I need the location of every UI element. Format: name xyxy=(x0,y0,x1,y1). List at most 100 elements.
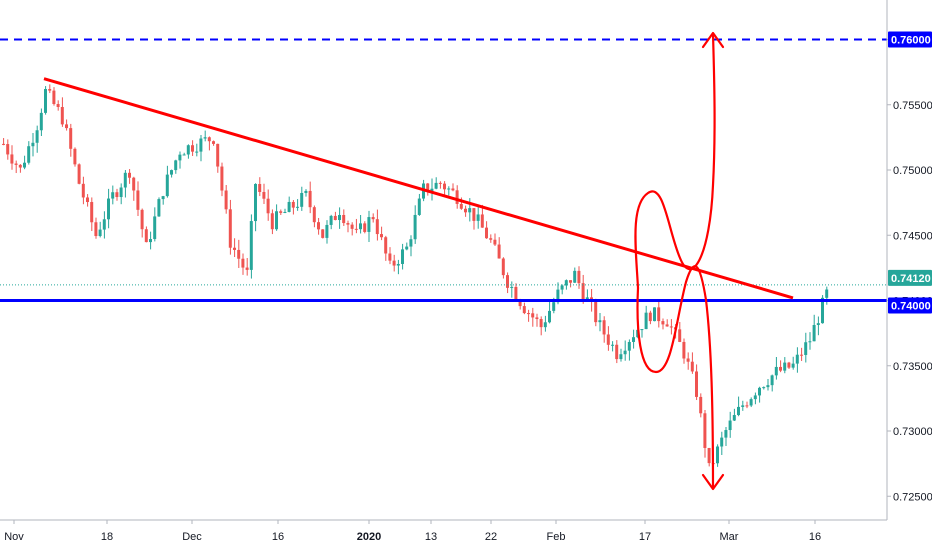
x-tick-label: Mar xyxy=(720,531,739,543)
candle xyxy=(283,208,287,214)
candle xyxy=(787,361,791,369)
candle xyxy=(485,221,488,239)
x-tick-label: Nov xyxy=(4,531,24,543)
svg-text:0.74000: 0.74000 xyxy=(891,301,931,313)
candle xyxy=(762,386,766,390)
candle xyxy=(275,204,278,231)
candle xyxy=(539,316,543,336)
y-axis[interactable]: 0.76000 0.75500 0.75000 0.74500 0.74000 0.735… xyxy=(886,0,932,520)
candle xyxy=(695,364,698,401)
x-axis[interactable]: Nov 18 Dec 16 2020 13 22 Feb 17 Mar 16 xyxy=(0,519,887,543)
candle xyxy=(413,205,417,244)
y-tick-label: 0.73000 xyxy=(893,426,932,438)
candle xyxy=(426,182,430,196)
candle xyxy=(737,396,740,417)
annotation-down-arrowhead xyxy=(701,473,725,491)
candlestick-series xyxy=(2,84,829,474)
candle xyxy=(527,309,530,322)
candle xyxy=(65,119,68,131)
candle xyxy=(23,155,26,170)
candle xyxy=(430,178,434,201)
candle xyxy=(287,196,291,213)
candle xyxy=(241,253,245,275)
current-price-tag: 0.74120 xyxy=(888,269,932,286)
candle xyxy=(220,162,224,197)
support-price-tag: 0.74000 xyxy=(888,297,932,314)
candle xyxy=(728,411,732,438)
candle xyxy=(39,108,43,137)
candle xyxy=(350,222,354,236)
candle xyxy=(266,189,270,221)
candle xyxy=(791,356,795,370)
candle xyxy=(149,231,152,250)
candle xyxy=(808,332,812,350)
candle xyxy=(388,247,392,265)
trendline-group xyxy=(43,77,794,300)
candle xyxy=(27,141,31,165)
candle xyxy=(480,204,484,228)
candle xyxy=(321,229,325,239)
candle xyxy=(804,332,808,363)
candle xyxy=(384,235,388,261)
candle xyxy=(510,281,514,298)
candle xyxy=(703,410,707,458)
candle xyxy=(312,205,316,228)
candle xyxy=(31,132,35,157)
candle xyxy=(615,340,619,364)
candle xyxy=(686,352,690,370)
candle xyxy=(10,145,14,170)
candle xyxy=(653,307,656,322)
annotation-lower-loop xyxy=(636,265,715,490)
candle xyxy=(585,289,589,301)
candle xyxy=(329,214,333,230)
candle xyxy=(741,400,745,411)
candle xyxy=(153,207,157,242)
candle xyxy=(359,214,362,234)
candle xyxy=(770,374,774,392)
candle xyxy=(825,286,829,305)
candle xyxy=(77,163,81,185)
candle xyxy=(270,209,274,235)
candle xyxy=(657,301,661,328)
candle xyxy=(720,431,724,456)
candle xyxy=(594,298,598,327)
candle xyxy=(111,185,115,205)
candle xyxy=(577,266,581,289)
candle xyxy=(182,152,186,156)
candle xyxy=(669,319,673,335)
candle xyxy=(779,360,782,373)
y-tick-label: 0.74500 xyxy=(893,230,932,242)
candle xyxy=(690,352,694,374)
candle xyxy=(174,159,178,174)
candle xyxy=(724,426,728,447)
annotation-loop xyxy=(634,32,716,290)
candle xyxy=(98,221,102,238)
candle xyxy=(514,283,518,302)
candle xyxy=(203,130,207,142)
candle xyxy=(18,164,22,173)
candle xyxy=(119,183,123,205)
candle xyxy=(81,176,85,205)
candle xyxy=(573,267,577,283)
candle xyxy=(434,177,438,190)
y-tick-label: 0.75000 xyxy=(893,165,932,177)
candle xyxy=(191,140,194,156)
candle xyxy=(102,211,106,239)
x-tick-label: 2020 xyxy=(357,531,381,543)
x-tick-label: Dec xyxy=(182,531,202,543)
x-tick-label: 18 xyxy=(101,531,113,543)
candle xyxy=(409,235,413,257)
candle xyxy=(52,87,56,106)
candle xyxy=(795,347,799,373)
candle xyxy=(132,176,136,201)
candle xyxy=(623,340,627,361)
candle xyxy=(86,194,89,207)
candle xyxy=(543,315,547,332)
candle xyxy=(216,143,220,173)
candle xyxy=(396,259,400,275)
candle xyxy=(254,183,257,232)
candle xyxy=(233,238,236,258)
candle xyxy=(94,217,98,239)
candle xyxy=(766,378,770,391)
